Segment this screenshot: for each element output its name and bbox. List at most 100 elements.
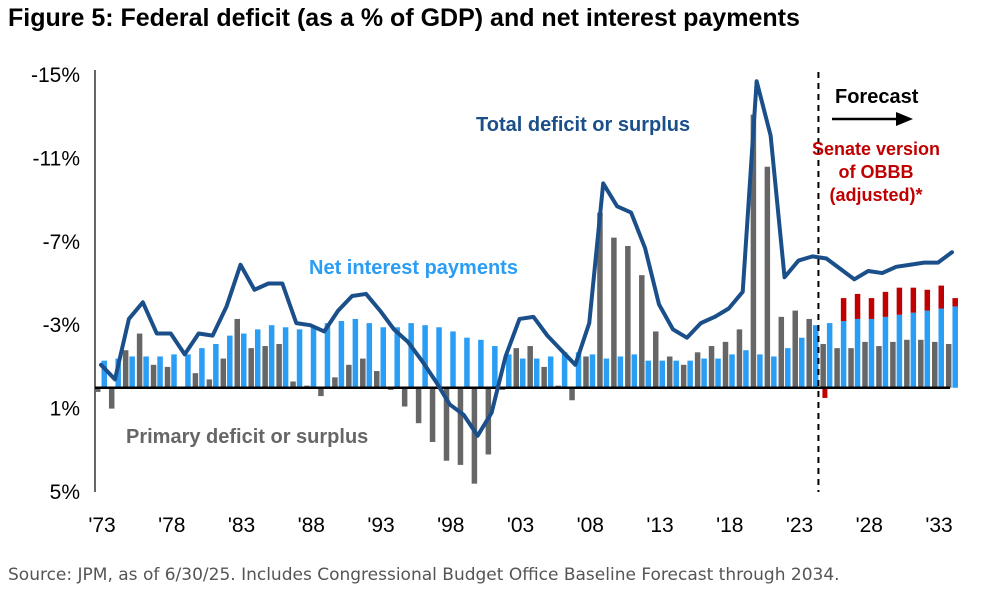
primary-bar	[150, 364, 157, 388]
primary-bar	[108, 387, 115, 409]
net-interest-label: Net interest payments	[309, 257, 518, 279]
interest-bar	[268, 325, 275, 388]
senate-obbb-label: of OBBB	[839, 162, 914, 182]
interest-bar	[436, 327, 442, 388]
interest-bar	[729, 354, 735, 388]
primary-bar	[276, 343, 282, 388]
primary-bar	[527, 346, 533, 388]
interest-bar	[771, 356, 777, 388]
source-note: Source: JPM, as of 6/30/25. Includes Con…	[8, 565, 840, 585]
primary-bar	[318, 387, 324, 397]
interest-bar	[645, 360, 652, 388]
chart-title: Figure 5: Federal deficit (as a % of GDP…	[8, 4, 800, 32]
interest-bar	[408, 323, 414, 388]
primary-bar	[429, 387, 436, 442]
interest-bar	[840, 321, 847, 388]
primary-bar	[848, 348, 854, 388]
interest-bar	[254, 329, 261, 388]
interest-bar	[896, 314, 903, 388]
primary-bar	[401, 387, 408, 407]
primary-bar	[778, 316, 785, 388]
primary-bar	[192, 373, 199, 388]
primary-bar	[611, 237, 617, 388]
primary-bar	[722, 341, 729, 388]
x-tick-label: '73	[88, 514, 115, 537]
senate-bar	[868, 298, 875, 319]
x-tick-label: '93	[367, 514, 394, 537]
y-tick-label: 5%	[50, 481, 80, 504]
primary-bar	[332, 377, 338, 388]
x-tick-label: '33	[925, 514, 952, 537]
interest-bar	[673, 360, 679, 388]
senate-bar	[924, 289, 931, 311]
x-tick-label: '13	[646, 514, 673, 537]
primary-bar	[234, 318, 240, 388]
senate-bar	[882, 291, 889, 317]
interest-bar	[812, 325, 819, 388]
primary-bar	[945, 343, 952, 388]
primary-bar	[694, 352, 701, 388]
interest-bar	[101, 360, 107, 388]
primary-bar	[653, 331, 659, 388]
primary-bar	[346, 364, 352, 388]
interest-bar	[380, 327, 386, 388]
interest-bar	[366, 323, 373, 388]
primary-bar	[625, 245, 631, 388]
interest-bar	[310, 327, 317, 388]
interest-bar	[171, 354, 177, 388]
x-tick-label: '08	[577, 514, 604, 537]
primary-bar	[932, 341, 938, 388]
interest-bar	[520, 358, 526, 388]
primary-bar	[750, 114, 757, 388]
senate-bar	[910, 287, 917, 313]
interest-bar	[324, 323, 331, 388]
primary-bar	[374, 371, 380, 388]
interest-bar	[213, 343, 219, 388]
interest-bar	[715, 358, 721, 388]
interest-bar	[575, 352, 582, 388]
primary-bar	[904, 339, 910, 388]
primary-bar	[890, 341, 896, 388]
interest-bar	[478, 339, 484, 388]
senate-bar	[840, 298, 847, 322]
y-tick-label: -3%	[43, 314, 80, 337]
interest-bar	[910, 312, 917, 388]
chart-canvas: -15% -11% -7% -3% 1% 5% '73 '78 '83 '88 '93 '98 '03 '…	[31, 64, 958, 537]
senate-bar	[854, 293, 861, 319]
primary-bar	[290, 381, 296, 388]
interest-bar	[687, 360, 693, 388]
x-tick-label: '98	[437, 514, 464, 537]
y-tick-label: 1%	[50, 398, 80, 421]
primary-bar	[876, 346, 882, 388]
x-tick-label: '83	[228, 514, 255, 537]
primary-bar	[583, 356, 589, 388]
primary-bar	[834, 348, 840, 388]
primary-bar	[666, 356, 673, 388]
primary-bar	[164, 366, 171, 388]
interest-bar	[547, 356, 554, 388]
interest-bar	[701, 358, 707, 388]
primary-bar	[736, 329, 743, 388]
primary-deficit-label: Primary deficit or surplus	[126, 426, 368, 448]
interest-bar	[199, 348, 205, 388]
primary-bar	[820, 343, 826, 388]
interest-bar	[924, 310, 931, 388]
interest-bar	[464, 337, 470, 388]
primary-bar	[569, 387, 575, 401]
interest-bar	[296, 329, 303, 388]
senate-obbb-label: (adjusted)*	[829, 185, 922, 205]
interest-bar	[743, 350, 749, 388]
x-tick-label: '88	[298, 514, 325, 537]
senate-bar	[938, 285, 944, 309]
x-tick-label: '03	[507, 514, 534, 537]
interest-bar	[938, 308, 944, 388]
interest-bar	[617, 356, 624, 388]
interest-bar	[422, 325, 428, 388]
interest-bar	[603, 358, 610, 388]
interest-bar	[450, 331, 456, 388]
x-tick-label: '23	[786, 514, 813, 537]
primary-bar	[415, 387, 422, 424]
y-tick-label: -11%	[33, 147, 80, 170]
interest-bar	[952, 306, 958, 388]
interest-bar	[143, 356, 149, 388]
